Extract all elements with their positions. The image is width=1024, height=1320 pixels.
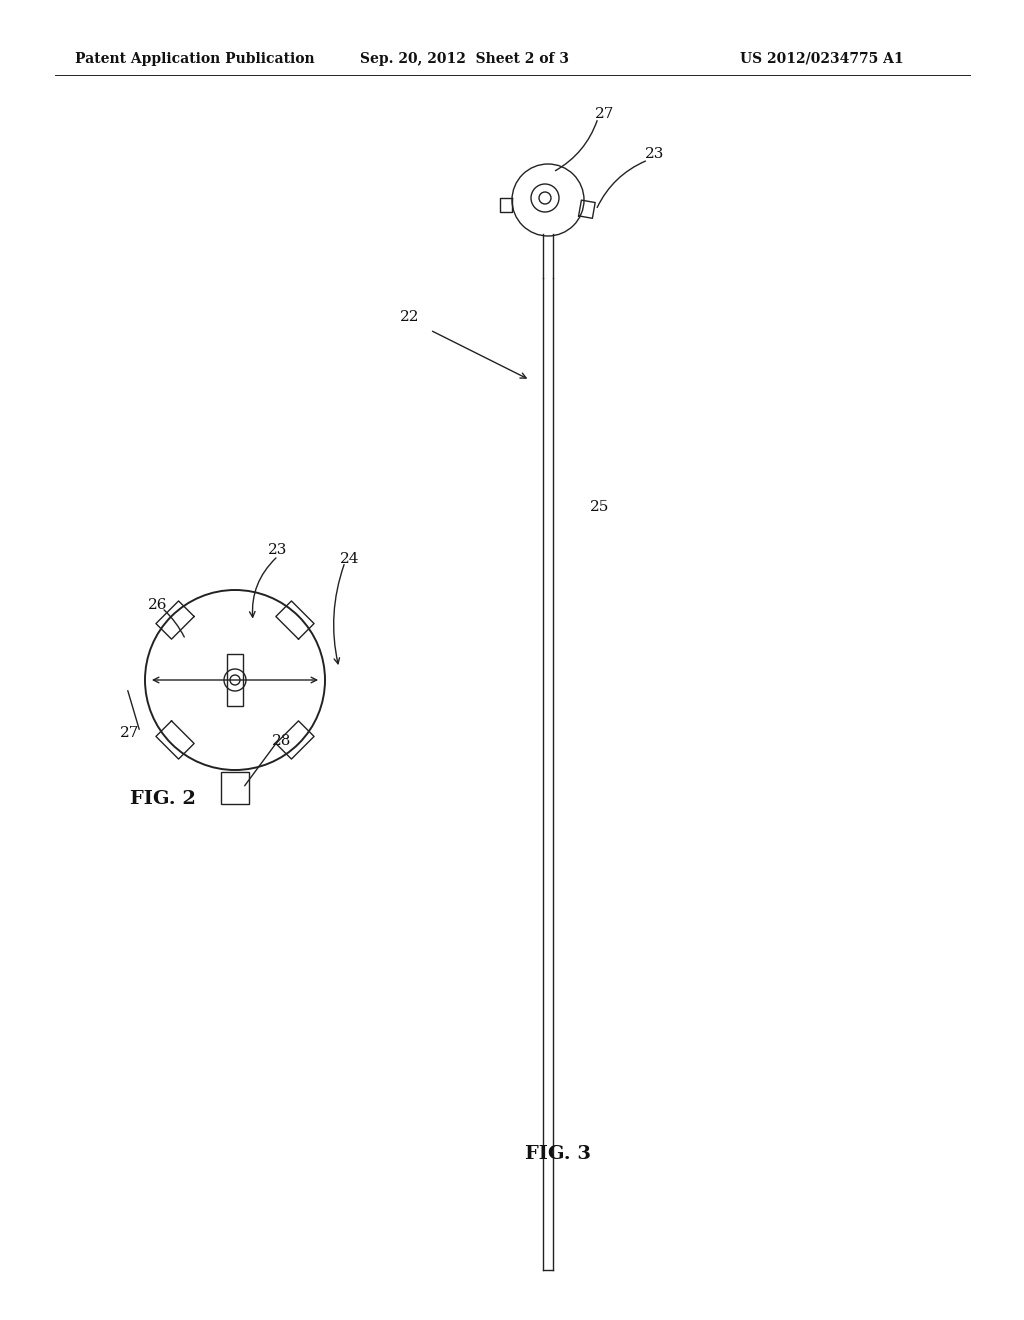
Bar xyxy=(227,653,243,706)
Text: FIG. 3: FIG. 3 xyxy=(525,1144,591,1163)
Text: 27: 27 xyxy=(120,726,139,741)
Text: US 2012/0234775 A1: US 2012/0234775 A1 xyxy=(740,51,903,66)
Text: Sep. 20, 2012  Sheet 2 of 3: Sep. 20, 2012 Sheet 2 of 3 xyxy=(360,51,569,66)
Text: 25: 25 xyxy=(590,500,609,513)
Text: 23: 23 xyxy=(645,147,665,161)
Text: 24: 24 xyxy=(340,552,359,566)
Text: Patent Application Publication: Patent Application Publication xyxy=(75,51,314,66)
Text: 28: 28 xyxy=(272,734,292,748)
Text: 26: 26 xyxy=(148,598,168,612)
Text: 23: 23 xyxy=(268,543,288,557)
Text: 22: 22 xyxy=(400,310,420,323)
Text: 27: 27 xyxy=(595,107,614,121)
Text: FIG. 2: FIG. 2 xyxy=(130,789,196,808)
Bar xyxy=(221,772,249,804)
